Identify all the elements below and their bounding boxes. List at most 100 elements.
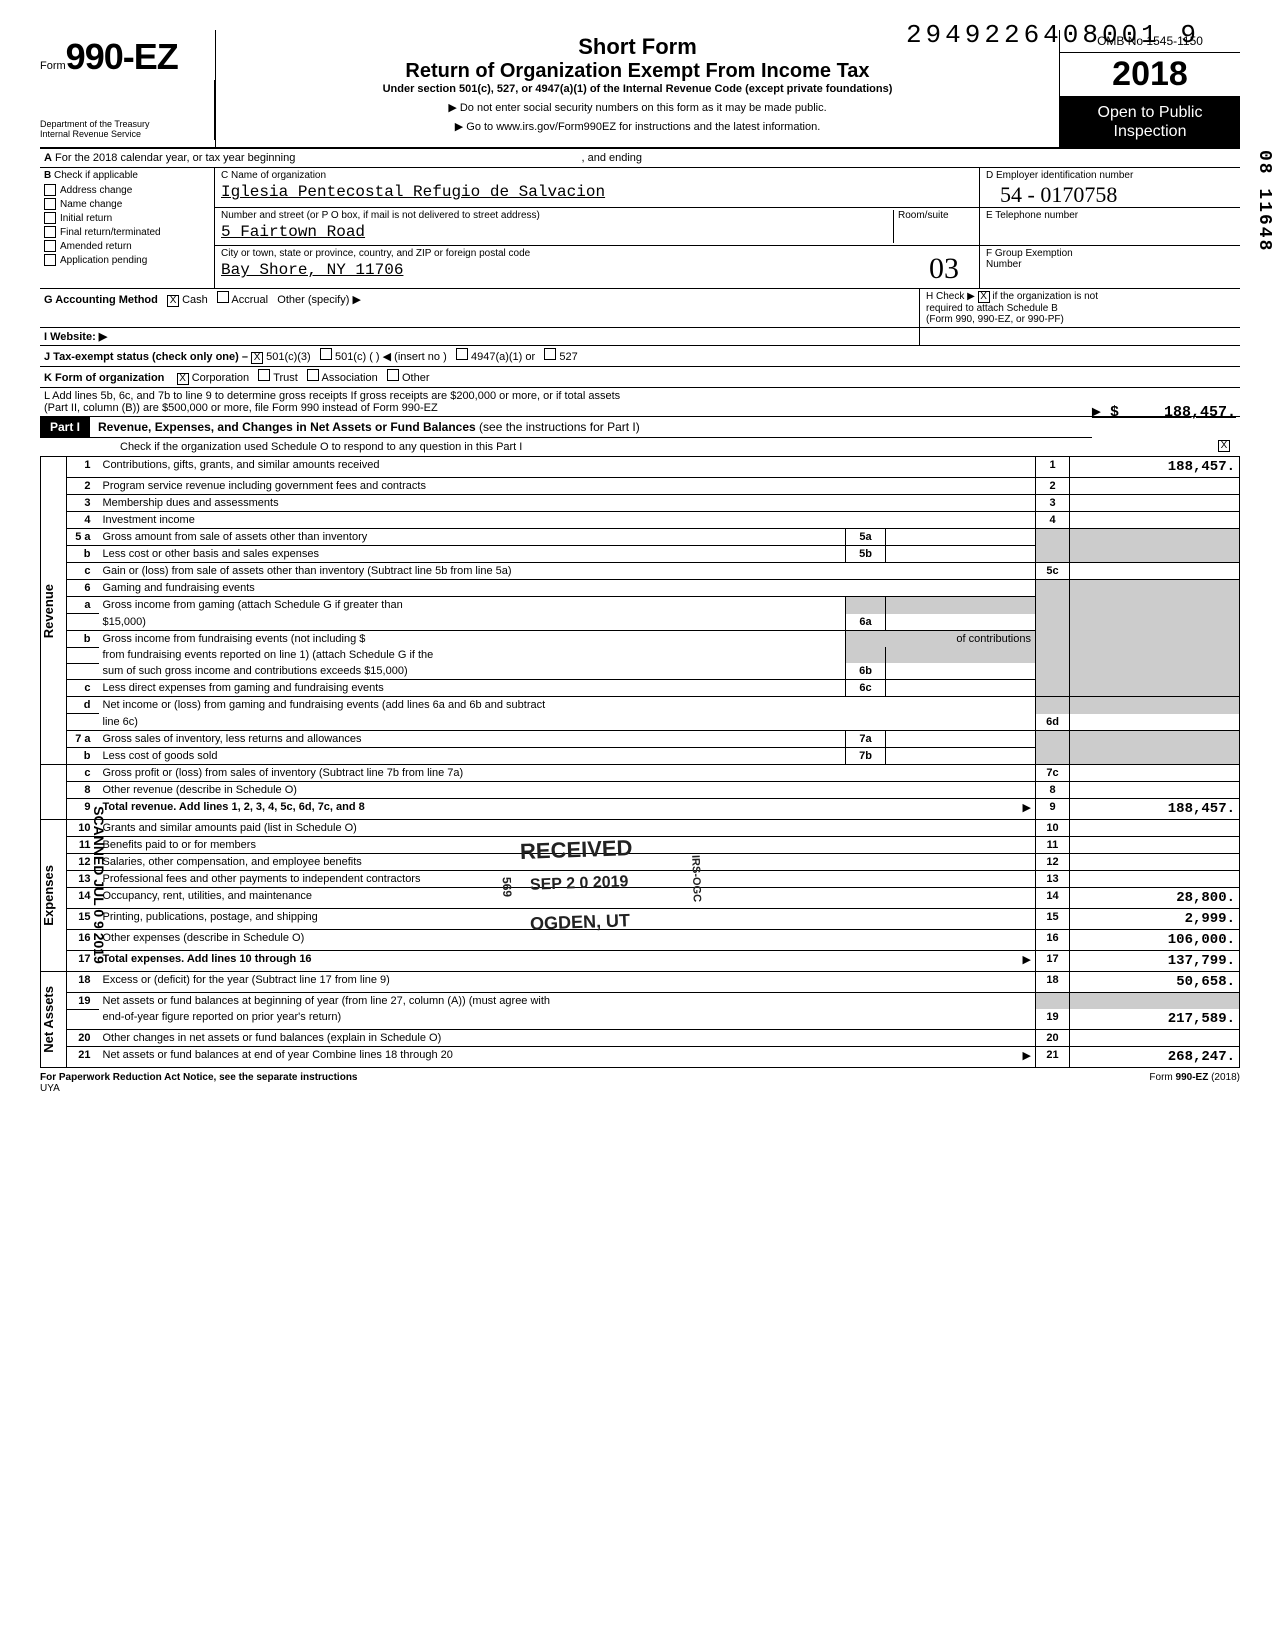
footer-left: For Paperwork Reduction Act Notice, see … bbox=[40, 1072, 358, 1083]
label-a: A bbox=[44, 152, 52, 164]
opt-501c3: 501(c)(3) bbox=[266, 351, 311, 363]
line-16: 16Other expenses (describe in Schedule O… bbox=[41, 929, 1240, 950]
checkbox-cash[interactable]: X bbox=[167, 295, 179, 307]
checkbox-schedule-o[interactable]: X bbox=[1218, 440, 1230, 452]
open-line2: Inspection bbox=[1066, 122, 1234, 141]
check-label: Application pending bbox=[60, 255, 147, 266]
line-19-2: end-of-year figure reported on prior yea… bbox=[41, 1009, 1240, 1030]
line-4: 4Investment income4 bbox=[41, 512, 1240, 529]
footer: For Paperwork Reduction Act Notice, see … bbox=[40, 1068, 1240, 1094]
row-a-ending: , and ending bbox=[581, 152, 642, 164]
checkbox-other[interactable] bbox=[387, 369, 399, 381]
part1-title: Revenue, Expenses, and Changes in Net As… bbox=[90, 420, 640, 434]
city-state-zip: Bay Shore, NY 11706 bbox=[221, 259, 973, 279]
check-final-return[interactable]: Final return/terminated bbox=[40, 225, 214, 239]
row-a-text: For the 2018 calendar year, or tax year … bbox=[55, 152, 295, 164]
other-label: Other (specify) ▶ bbox=[277, 294, 361, 306]
line-3: 3Membership dues and assessments3 bbox=[41, 495, 1240, 512]
footer-uya: UYA bbox=[40, 1083, 60, 1094]
line-17: 17Total expenses. Add lines 10 through 1… bbox=[41, 950, 1240, 971]
row-l-line2: (Part II, column (B)) are $500,000 or mo… bbox=[44, 402, 438, 414]
row-l: L Add lines 5b, 6c, and 7b to line 9 to … bbox=[40, 388, 1240, 417]
checkbox-trust[interactable] bbox=[258, 369, 270, 381]
row-l-amount: 188,457. bbox=[1164, 404, 1236, 421]
checkbox-icon[interactable] bbox=[44, 254, 56, 266]
line-5c: cGain or (loss) from sale of assets othe… bbox=[41, 563, 1240, 580]
line-18: Net Assets 18Excess or (deficit) for the… bbox=[41, 971, 1240, 992]
part1-label: Part I bbox=[40, 417, 90, 437]
h-text2: if the organization is not bbox=[992, 291, 1098, 302]
line-19-1: 19Net assets or fund balances at beginni… bbox=[41, 992, 1240, 1009]
org-name: Iglesia Pentecostal Refugio de Salvacion bbox=[221, 181, 973, 201]
line-6d-2: line 6c)6d bbox=[41, 714, 1240, 731]
accrual-label: Accrual bbox=[231, 294, 268, 306]
room-suite-label: Room/suite bbox=[893, 210, 973, 243]
checkbox-h[interactable]: X bbox=[978, 291, 990, 303]
part1-sub: Check if the organization used Schedule … bbox=[40, 438, 1240, 457]
room-value-handwritten: 03 bbox=[929, 252, 959, 286]
part1-sub-text: Check if the organization used Schedule … bbox=[120, 441, 522, 453]
col-b: B Check if applicable Address change Nam… bbox=[40, 168, 215, 288]
line-7c: cGross profit or (loss) from sales of in… bbox=[41, 764, 1240, 781]
label-d-ein: D Employer identification number bbox=[986, 170, 1234, 181]
line-6: 6Gaming and fundraising events bbox=[41, 580, 1240, 597]
form-id: Form 990-EZ bbox=[40, 30, 215, 80]
check-address-change[interactable]: Address change bbox=[40, 183, 214, 197]
row-h: H Check ▶ X if the organization is not r… bbox=[920, 289, 1240, 327]
open-public: Open to Public Inspection bbox=[1060, 97, 1240, 147]
checkbox-icon[interactable] bbox=[44, 212, 56, 224]
section-bcdef: B Check if applicable Address change Nam… bbox=[40, 168, 1240, 289]
label-k: K Form of organization bbox=[44, 372, 164, 384]
dept-treasury: Department of the Treasury Internal Reve… bbox=[40, 80, 215, 140]
line-5a: 5 aGross amount from sale of assets othe… bbox=[41, 529, 1240, 546]
check-initial-return[interactable]: Initial return bbox=[40, 211, 214, 225]
label-g: G Accounting Method bbox=[44, 294, 158, 306]
checkbox-accrual[interactable] bbox=[217, 291, 229, 303]
line-6d-1: dNet income or (loss) from gaming and fu… bbox=[41, 697, 1240, 714]
return-title: Return of Organization Exempt From Incom… bbox=[224, 60, 1051, 83]
h-text1: H Check ▶ bbox=[926, 291, 975, 302]
checkbox-icon[interactable] bbox=[44, 184, 56, 196]
check-label: Name change bbox=[60, 199, 122, 210]
col-c: C Name of organization Iglesia Pentecost… bbox=[215, 168, 980, 288]
check-label: Initial return bbox=[60, 213, 112, 224]
checkbox-assoc[interactable] bbox=[307, 369, 319, 381]
check-application-pending[interactable]: Application pending bbox=[40, 253, 214, 267]
checkbox-501c[interactable] bbox=[320, 348, 332, 360]
label-f-group: F Group Exemption bbox=[986, 248, 1234, 259]
side-expenses: Expenses bbox=[41, 865, 56, 926]
line-7a: 7 aGross sales of inventory, less return… bbox=[41, 730, 1240, 747]
side-netassets: Net Assets bbox=[41, 986, 56, 1053]
checkbox-501c3[interactable]: X bbox=[251, 352, 263, 364]
checkbox-icon[interactable] bbox=[44, 198, 56, 210]
row-i-wrapper: I Website: ▶ bbox=[40, 328, 1240, 346]
line-11: 11Benefits paid to or for members11 bbox=[41, 836, 1240, 853]
checkbox-icon[interactable] bbox=[44, 240, 56, 252]
checkbox-corp[interactable]: X bbox=[177, 373, 189, 385]
label-i: I Website: ▶ bbox=[44, 331, 107, 343]
check-name-change[interactable]: Name change bbox=[40, 197, 214, 211]
col-def: D Employer identification number 54 - 01… bbox=[980, 168, 1240, 288]
ein-value: 54 - 0170758 bbox=[1000, 182, 1117, 208]
row-h-cont bbox=[920, 328, 1240, 345]
row-a: A For the 2018 calendar year, or tax yea… bbox=[40, 149, 1240, 168]
side-revenue: Revenue bbox=[41, 584, 56, 638]
line-8: 8Other revenue (describe in Schedule O)8 bbox=[41, 781, 1240, 798]
line-12: 12Salaries, other compensation, and empl… bbox=[41, 853, 1240, 870]
row-j: J Tax-exempt status (check only one) – X… bbox=[40, 346, 1240, 367]
other-k-label: Other bbox=[402, 372, 430, 384]
subtitle: Under section 501(c), 527, or 4947(a)(1)… bbox=[224, 83, 1051, 95]
part1-header: Part I Revenue, Expenses, and Changes in… bbox=[40, 417, 1092, 438]
check-label: Address change bbox=[60, 185, 132, 196]
stamp-scanned: SCANNED JUL 0 9 2019 bbox=[91, 807, 107, 965]
checkbox-icon[interactable] bbox=[44, 226, 56, 238]
check-amended-return[interactable]: Amended return bbox=[40, 239, 214, 253]
line-9: 9Total revenue. Add lines 1, 2, 3, 4, 5c… bbox=[41, 798, 1240, 819]
vertical-code: 08 11648 bbox=[1254, 150, 1274, 252]
row-i: I Website: ▶ bbox=[40, 328, 920, 345]
checkbox-4947[interactable] bbox=[456, 348, 468, 360]
checkbox-527[interactable] bbox=[544, 348, 556, 360]
line-1: Revenue 1Contributions, gifts, grants, a… bbox=[41, 457, 1240, 478]
row-g: G Accounting Method X Cash Accrual Other… bbox=[40, 289, 920, 327]
label-city: City or town, state or province, country… bbox=[221, 248, 973, 259]
